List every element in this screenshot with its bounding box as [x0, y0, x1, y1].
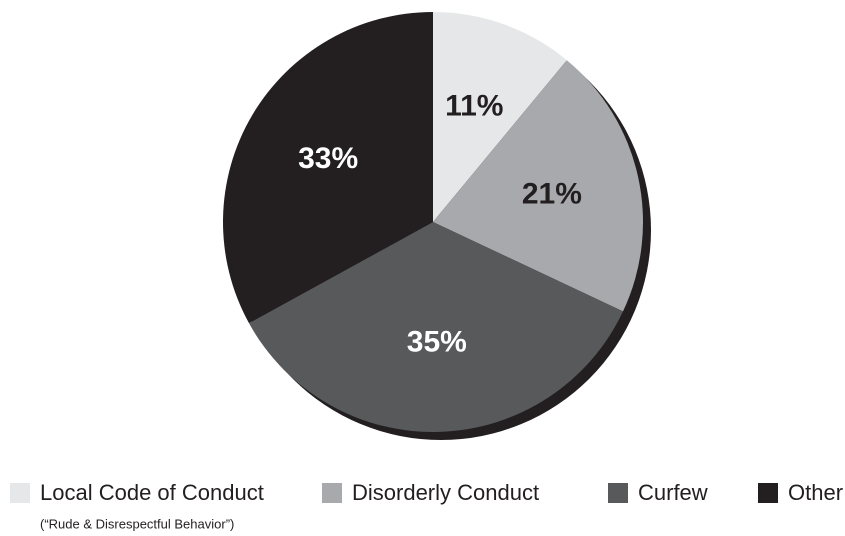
legend-label: Local Code of Conduct: [40, 480, 264, 505]
pie-slice: [248, 222, 624, 432]
legend-swatch: [758, 483, 778, 503]
legend-swatch: [608, 483, 628, 503]
legend-label: Curfew: [638, 480, 708, 505]
slice-label: 21%: [522, 177, 582, 210]
pie-slice: [222, 12, 433, 324]
legend-swatch: [10, 483, 30, 503]
legend-label: Disorderly Conduct: [352, 480, 539, 505]
pie-slice: [433, 12, 567, 222]
pie-slice: [433, 60, 643, 312]
legend-label: Other: [788, 480, 843, 505]
legend-note: (“Rude & Disrespectful Behavior”): [40, 516, 234, 531]
slice-label: 11%: [445, 89, 503, 122]
legend-swatch: [322, 483, 342, 503]
slice-label: 35%: [407, 326, 467, 359]
slice-label: 33%: [298, 142, 358, 175]
